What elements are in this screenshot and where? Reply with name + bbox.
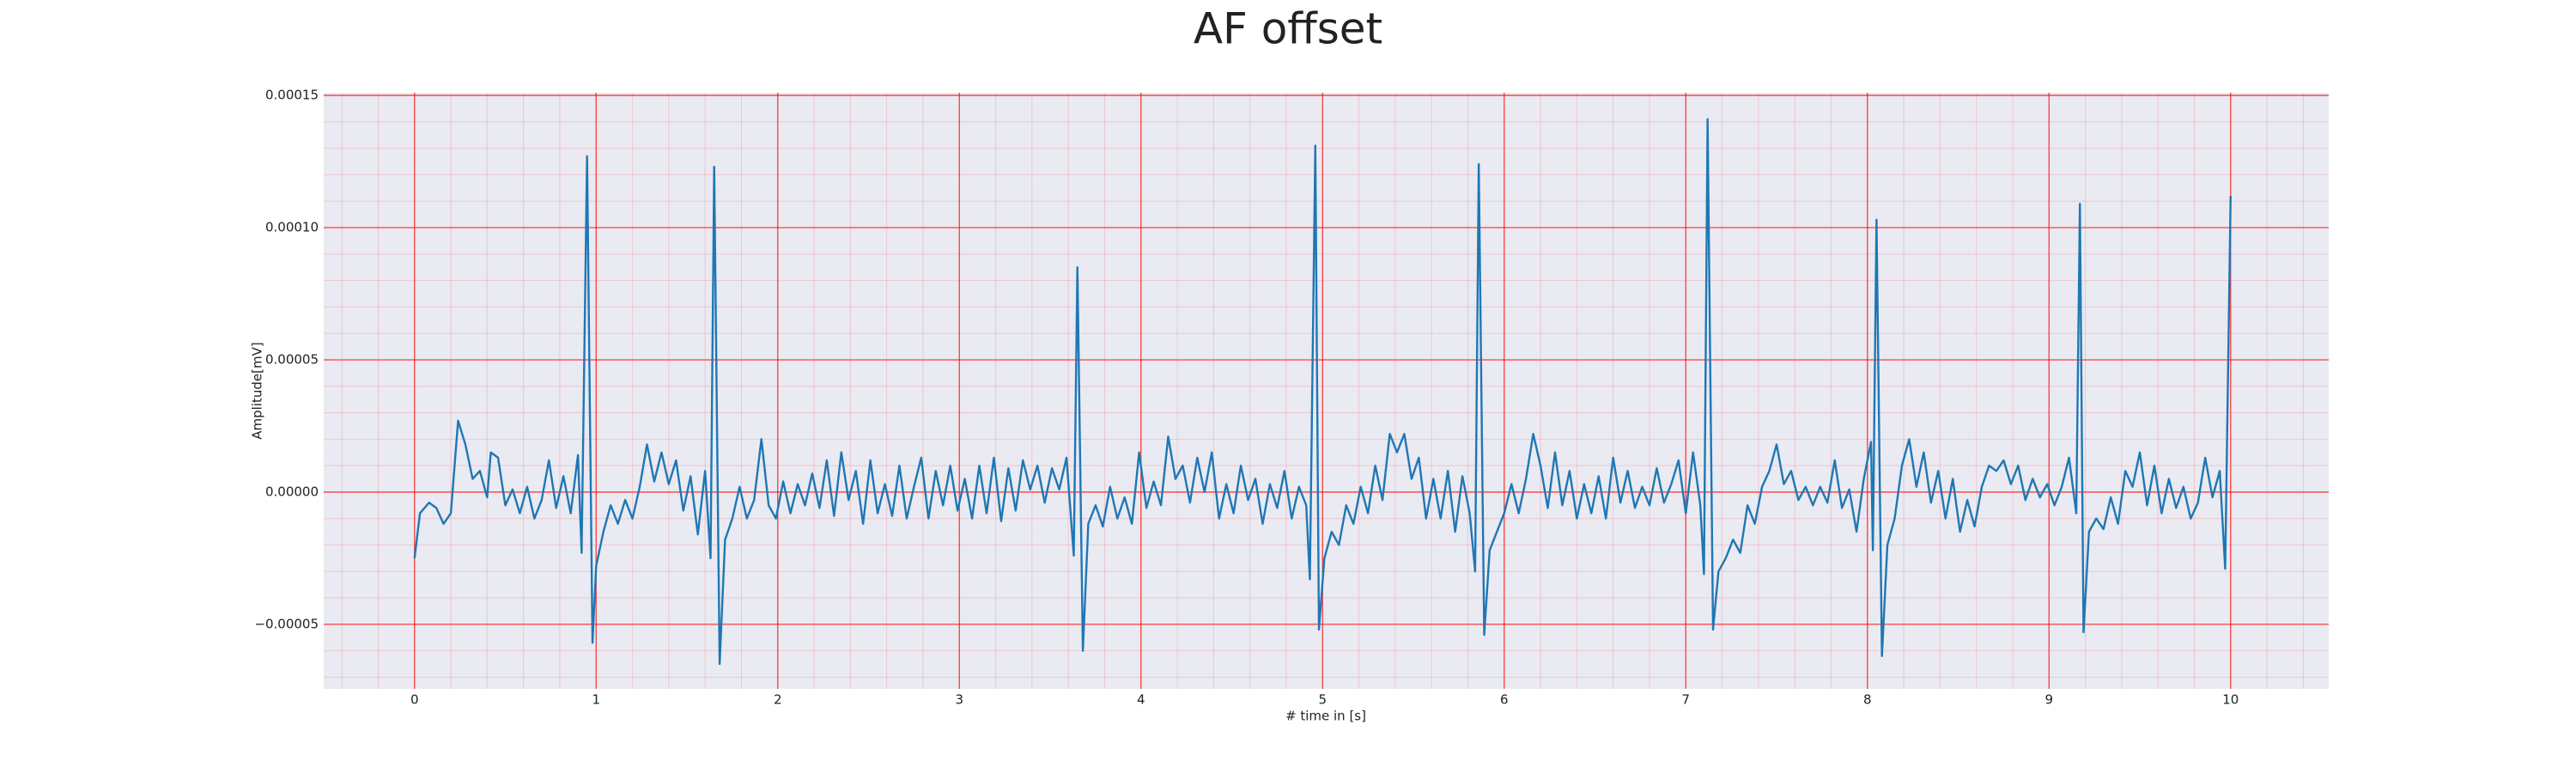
x-tick-label: 2: [774, 692, 782, 708]
y-tick-label: −0.00005: [254, 616, 319, 631]
x-tick-label: 4: [1137, 692, 1145, 708]
chart-title: AF offset: [1194, 4, 1382, 54]
x-tick-label: 0: [410, 692, 419, 708]
y-tick-label: 0.00010: [265, 220, 319, 235]
x-tick-label: 8: [1863, 692, 1872, 708]
x-tick-label: 9: [2045, 692, 2054, 708]
x-tick-label: 5: [1318, 692, 1327, 708]
x-tick-label: 10: [2222, 692, 2239, 708]
y-axis-label: Amplitude[mV]: [250, 342, 265, 439]
signal-line: [413, 118, 2232, 666]
plot-area: [324, 93, 2329, 689]
y-tick-label: 0.00000: [265, 484, 319, 499]
y-tick-label: 0.00005: [265, 351, 319, 367]
x-tick-label: 7: [1682, 692, 1691, 708]
x-axis-label: # time in [s]: [1285, 709, 1366, 724]
x-tick-label: 1: [592, 692, 600, 708]
x-tick-label: 3: [955, 692, 963, 708]
y-tick-label: 0.00015: [265, 88, 319, 103]
x-tick-label: 6: [1500, 692, 1509, 708]
